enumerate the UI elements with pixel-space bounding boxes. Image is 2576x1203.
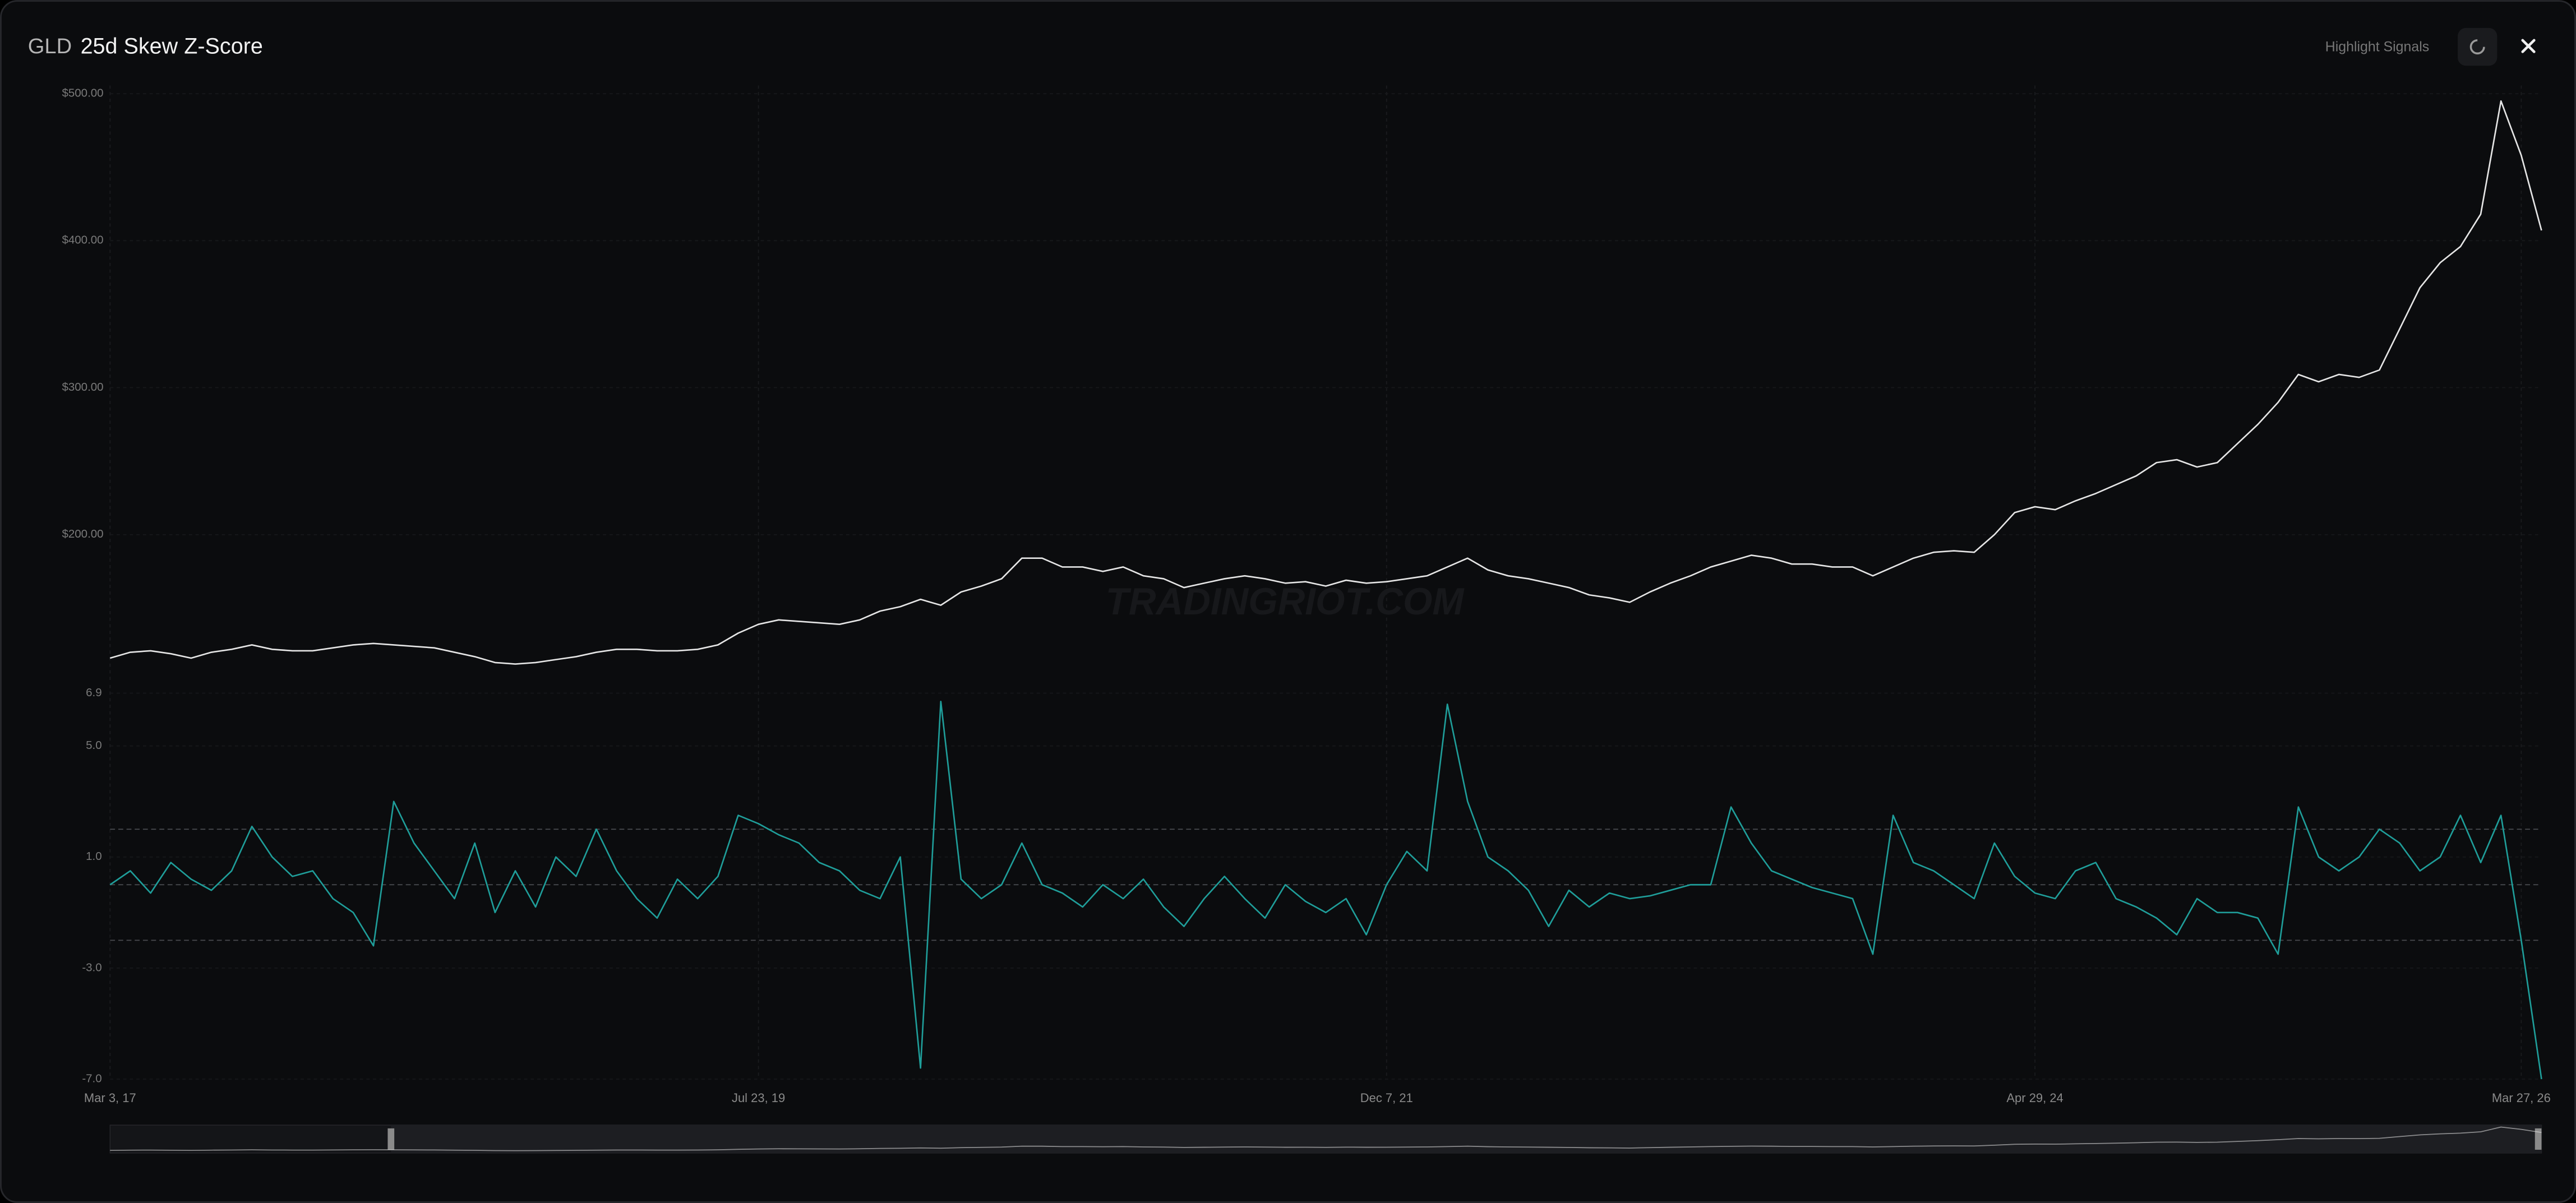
reload-button[interactable] <box>2458 27 2497 66</box>
navigator-line <box>110 1126 2542 1151</box>
x-tick-label: Jul 23, 19 <box>732 1091 785 1105</box>
x-tick-label: Apr 29, 24 <box>2006 1091 2063 1105</box>
highlight-signals-button[interactable]: Highlight Signals <box>2325 39 2429 55</box>
watermark: TRADINGRIOT.COM <box>1106 581 1465 623</box>
series-line <box>109 100 2542 665</box>
y-tick-label: $200.00 <box>62 528 103 540</box>
y-tick-label: 1.0 <box>86 850 102 863</box>
navigator-handle[interactable] <box>2535 1128 2542 1150</box>
y-tick-label: $300.00 <box>62 381 103 394</box>
y-tick-label: -7.0 <box>82 1072 101 1085</box>
y-tick-label: $400.00 <box>62 234 103 247</box>
x-tick-label: Mar 27, 26 <box>2492 1091 2551 1105</box>
series-line <box>109 701 2542 1080</box>
x-tick-label: Mar 3, 17 <box>84 1091 136 1105</box>
close-button[interactable] <box>2521 39 2536 53</box>
navigator-handle[interactable] <box>387 1128 395 1150</box>
ticker: GLD <box>28 35 72 58</box>
navigator-selection[interactable] <box>391 1125 2542 1153</box>
chart-title: 25d Skew Z-Score <box>81 34 263 59</box>
y-tick-label: 5.0 <box>86 739 102 752</box>
y-tick-label: 6.9 <box>86 686 102 699</box>
y-tick-label: $500.00 <box>62 87 103 100</box>
y-tick-label: -3.0 <box>82 961 101 974</box>
x-tick-label: Dec 7, 21 <box>1360 1091 1413 1105</box>
